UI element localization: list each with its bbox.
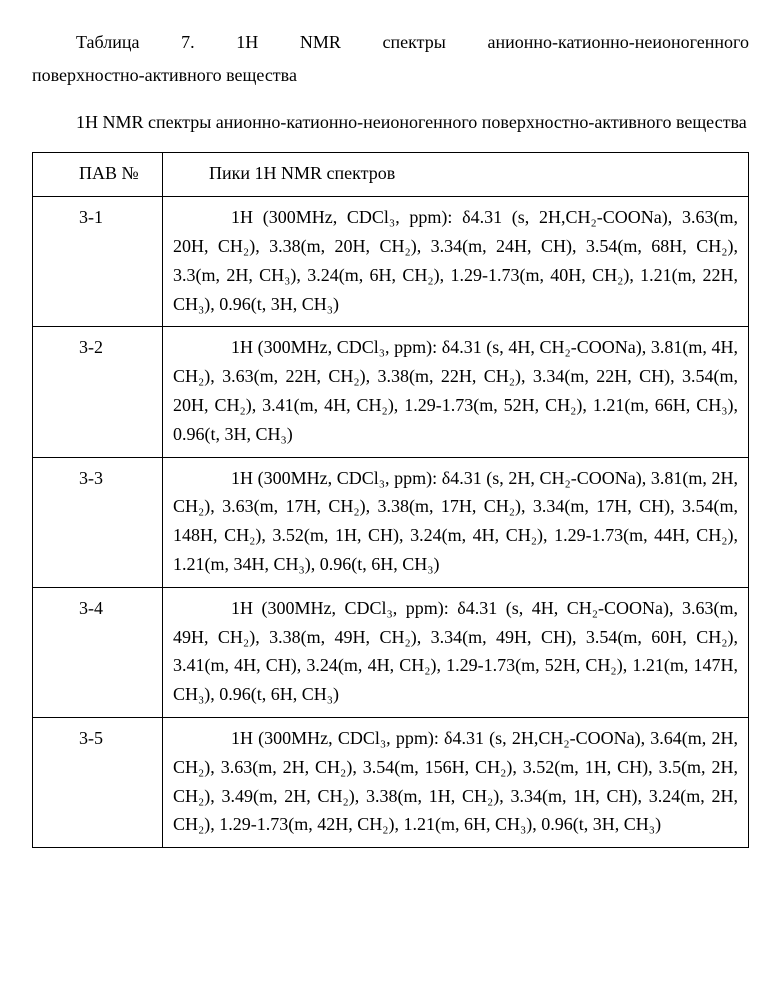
cell-spec: 1H (300MHz, CDCl₃, ppm): δ4.31 (s, 2H, C… — [163, 457, 749, 587]
col-header-id: ПАВ № — [33, 153, 163, 197]
cell-spec: 1H (300MHz, CDCl₃, ppm): δ4.31 (s, 2H,CH… — [163, 197, 749, 327]
cell-id: 3-1 — [33, 197, 163, 327]
cell-id: 3-2 — [33, 327, 163, 457]
table-header-row: ПАВ № Пики 1H NMR спектров — [33, 153, 749, 197]
table-row: 3-3 1H (300MHz, CDCl₃, ppm): δ4.31 (s, 2… — [33, 457, 749, 587]
cell-spec: 1H (300MHz, CDCl₃, ppm): δ4.31 (s, 4H, C… — [163, 587, 749, 717]
table-row: 3-4 1H (300MHz, CDCl₃, ppm): δ4.31 (s, 4… — [33, 587, 749, 717]
intro-paragraph: 1H NMR спектры анионно-катионно-неионоге… — [32, 108, 749, 137]
table-caption-line1: Таблица 7. 1H NMR спектры анионно-катион… — [32, 28, 749, 57]
table-row: 3-1 1H (300MHz, CDCl₃, ppm): δ4.31 (s, 2… — [33, 197, 749, 327]
cell-spec: 1H (300MHz, CDCl₃, ppm): δ4.31 (s, 2H,CH… — [163, 717, 749, 847]
nmr-table: ПАВ № Пики 1H NMR спектров 3-1 1H (300MH… — [32, 152, 749, 848]
cell-id: 3-4 — [33, 587, 163, 717]
cell-id: 3-3 — [33, 457, 163, 587]
cell-spec: 1H (300MHz, CDCl₃, ppm): δ4.31 (s, 4H, C… — [163, 327, 749, 457]
table-row: 3-5 1H (300MHz, CDCl₃, ppm): δ4.31 (s, 2… — [33, 717, 749, 847]
cell-id: 3-5 — [33, 717, 163, 847]
table-row: 3-2 1H (300MHz, CDCl₃, ppm): δ4.31 (s, 4… — [33, 327, 749, 457]
table-caption-line2: поверхностно-активного вещества — [32, 61, 749, 90]
col-header-spec: Пики 1H NMR спектров — [163, 153, 749, 197]
